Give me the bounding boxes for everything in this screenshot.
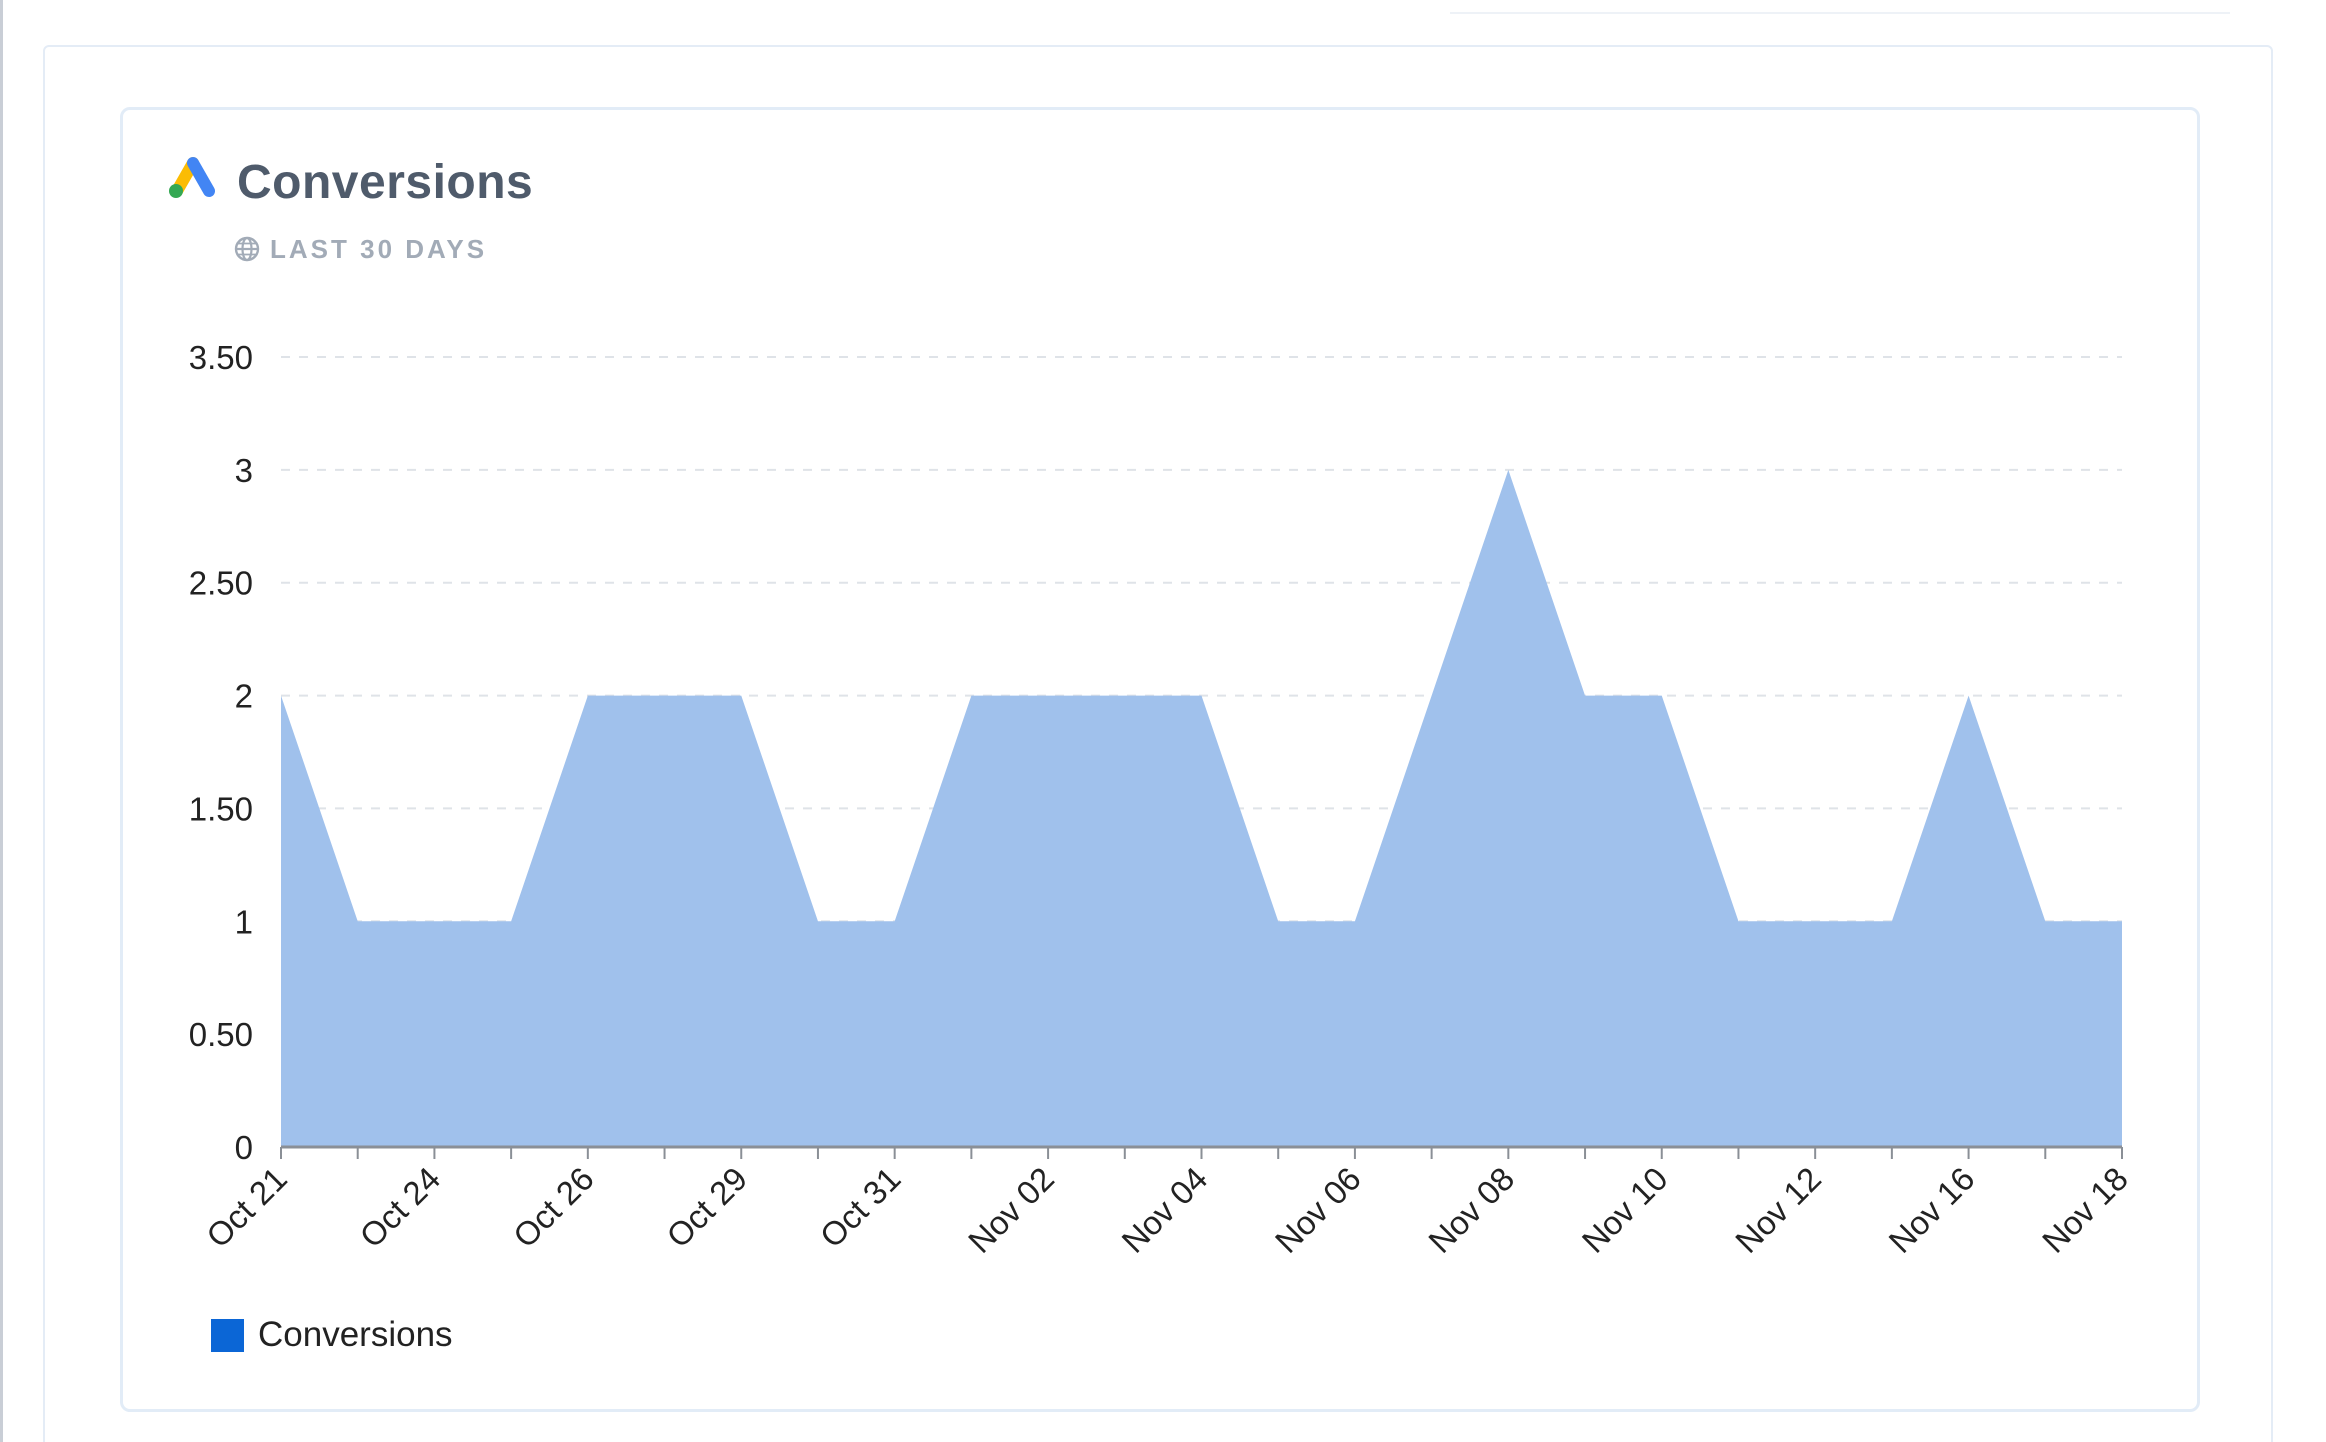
y-tick-label: 1: [235, 903, 253, 940]
data-point[interactable]: [275, 690, 287, 702]
data-point[interactable]: [735, 690, 747, 702]
x-tick-label: Nov 02: [961, 1160, 1061, 1260]
series-area-conversions[interactable]: [281, 469, 2122, 1147]
x-axis-tick-labels: Oct 21 Oct 24 Oct 26 Oct 29 Oct 31 Nov 02 Nov …: [199, 1160, 2135, 1260]
data-point[interactable]: [1963, 690, 1975, 702]
y-tick-label: 1.50: [189, 790, 253, 827]
y-tick-label: 0: [235, 1129, 253, 1166]
x-tick-label: Oct 21: [199, 1160, 294, 1255]
google-ads-logo-icon: [169, 157, 215, 198]
data-point[interactable]: [1809, 915, 1821, 927]
legend-label-conversions: Conversions: [258, 1315, 453, 1354]
top-frame-edge: [1450, 12, 2230, 14]
x-axis: [280, 1145, 2123, 1159]
data-point[interactable]: [582, 690, 594, 702]
data-point[interactable]: [1502, 464, 1514, 476]
left-frame-edge: [0, 0, 3, 1442]
date-range-label: LAST 30 DAYS: [234, 234, 487, 264]
x-tick-label: Nov 06: [1268, 1160, 1368, 1260]
data-point[interactable]: [889, 915, 901, 927]
data-point[interactable]: [1119, 690, 1131, 702]
x-tick-label: Oct 31: [813, 1160, 908, 1255]
data-point[interactable]: [505, 915, 517, 927]
x-tick-label: Nov 18: [2035, 1160, 2135, 1260]
y-tick-label: 2: [235, 678, 253, 715]
y-tick-label: 2.50: [189, 565, 253, 602]
x-tick-label: Nov 16: [1881, 1160, 1981, 1260]
chart-legend[interactable]: Conversions: [211, 1315, 453, 1355]
card-title: Conversions: [237, 156, 534, 209]
data-point[interactable]: [659, 690, 671, 702]
globe-icon: [234, 236, 260, 262]
series-area-layer: [275, 464, 2128, 1147]
data-point[interactable]: [1196, 690, 1208, 702]
data-point[interactable]: [1732, 915, 1744, 927]
data-point[interactable]: [1579, 690, 1591, 702]
date-range-text: LAST 30 DAYS: [270, 233, 488, 264]
data-point[interactable]: [1656, 690, 1668, 702]
data-point[interactable]: [812, 915, 824, 927]
x-tick-label: Nov 04: [1114, 1160, 1214, 1260]
x-tick-label: Nov 12: [1728, 1160, 1828, 1260]
y-axis-tick-labels: 0 0.50 1 1.50 2 2.50 3 3.50: [189, 339, 253, 1166]
data-point[interactable]: [2116, 915, 2128, 927]
y-tick-label: 3.50: [189, 339, 253, 376]
y-tick-label: 3: [235, 452, 253, 489]
data-point[interactable]: [1042, 690, 1054, 702]
x-tick-label: Oct 24: [352, 1160, 447, 1255]
legend-swatch-conversions: [211, 1318, 244, 1352]
data-point[interactable]: [1886, 915, 1898, 927]
x-tick-label: Oct 29: [659, 1160, 754, 1255]
data-point[interactable]: [2039, 915, 2051, 927]
data-point[interactable]: [428, 915, 440, 927]
y-tick-label: 0.50: [189, 1016, 253, 1053]
data-point[interactable]: [1272, 915, 1284, 927]
data-point[interactable]: [1426, 690, 1438, 702]
x-tick-label: Oct 26: [506, 1160, 601, 1255]
data-point[interactable]: [965, 690, 977, 702]
data-point[interactable]: [352, 915, 364, 927]
x-tick-label: Nov 08: [1421, 1160, 1521, 1260]
x-tick-label: Nov 10: [1575, 1160, 1675, 1260]
data-point[interactable]: [1349, 915, 1361, 927]
